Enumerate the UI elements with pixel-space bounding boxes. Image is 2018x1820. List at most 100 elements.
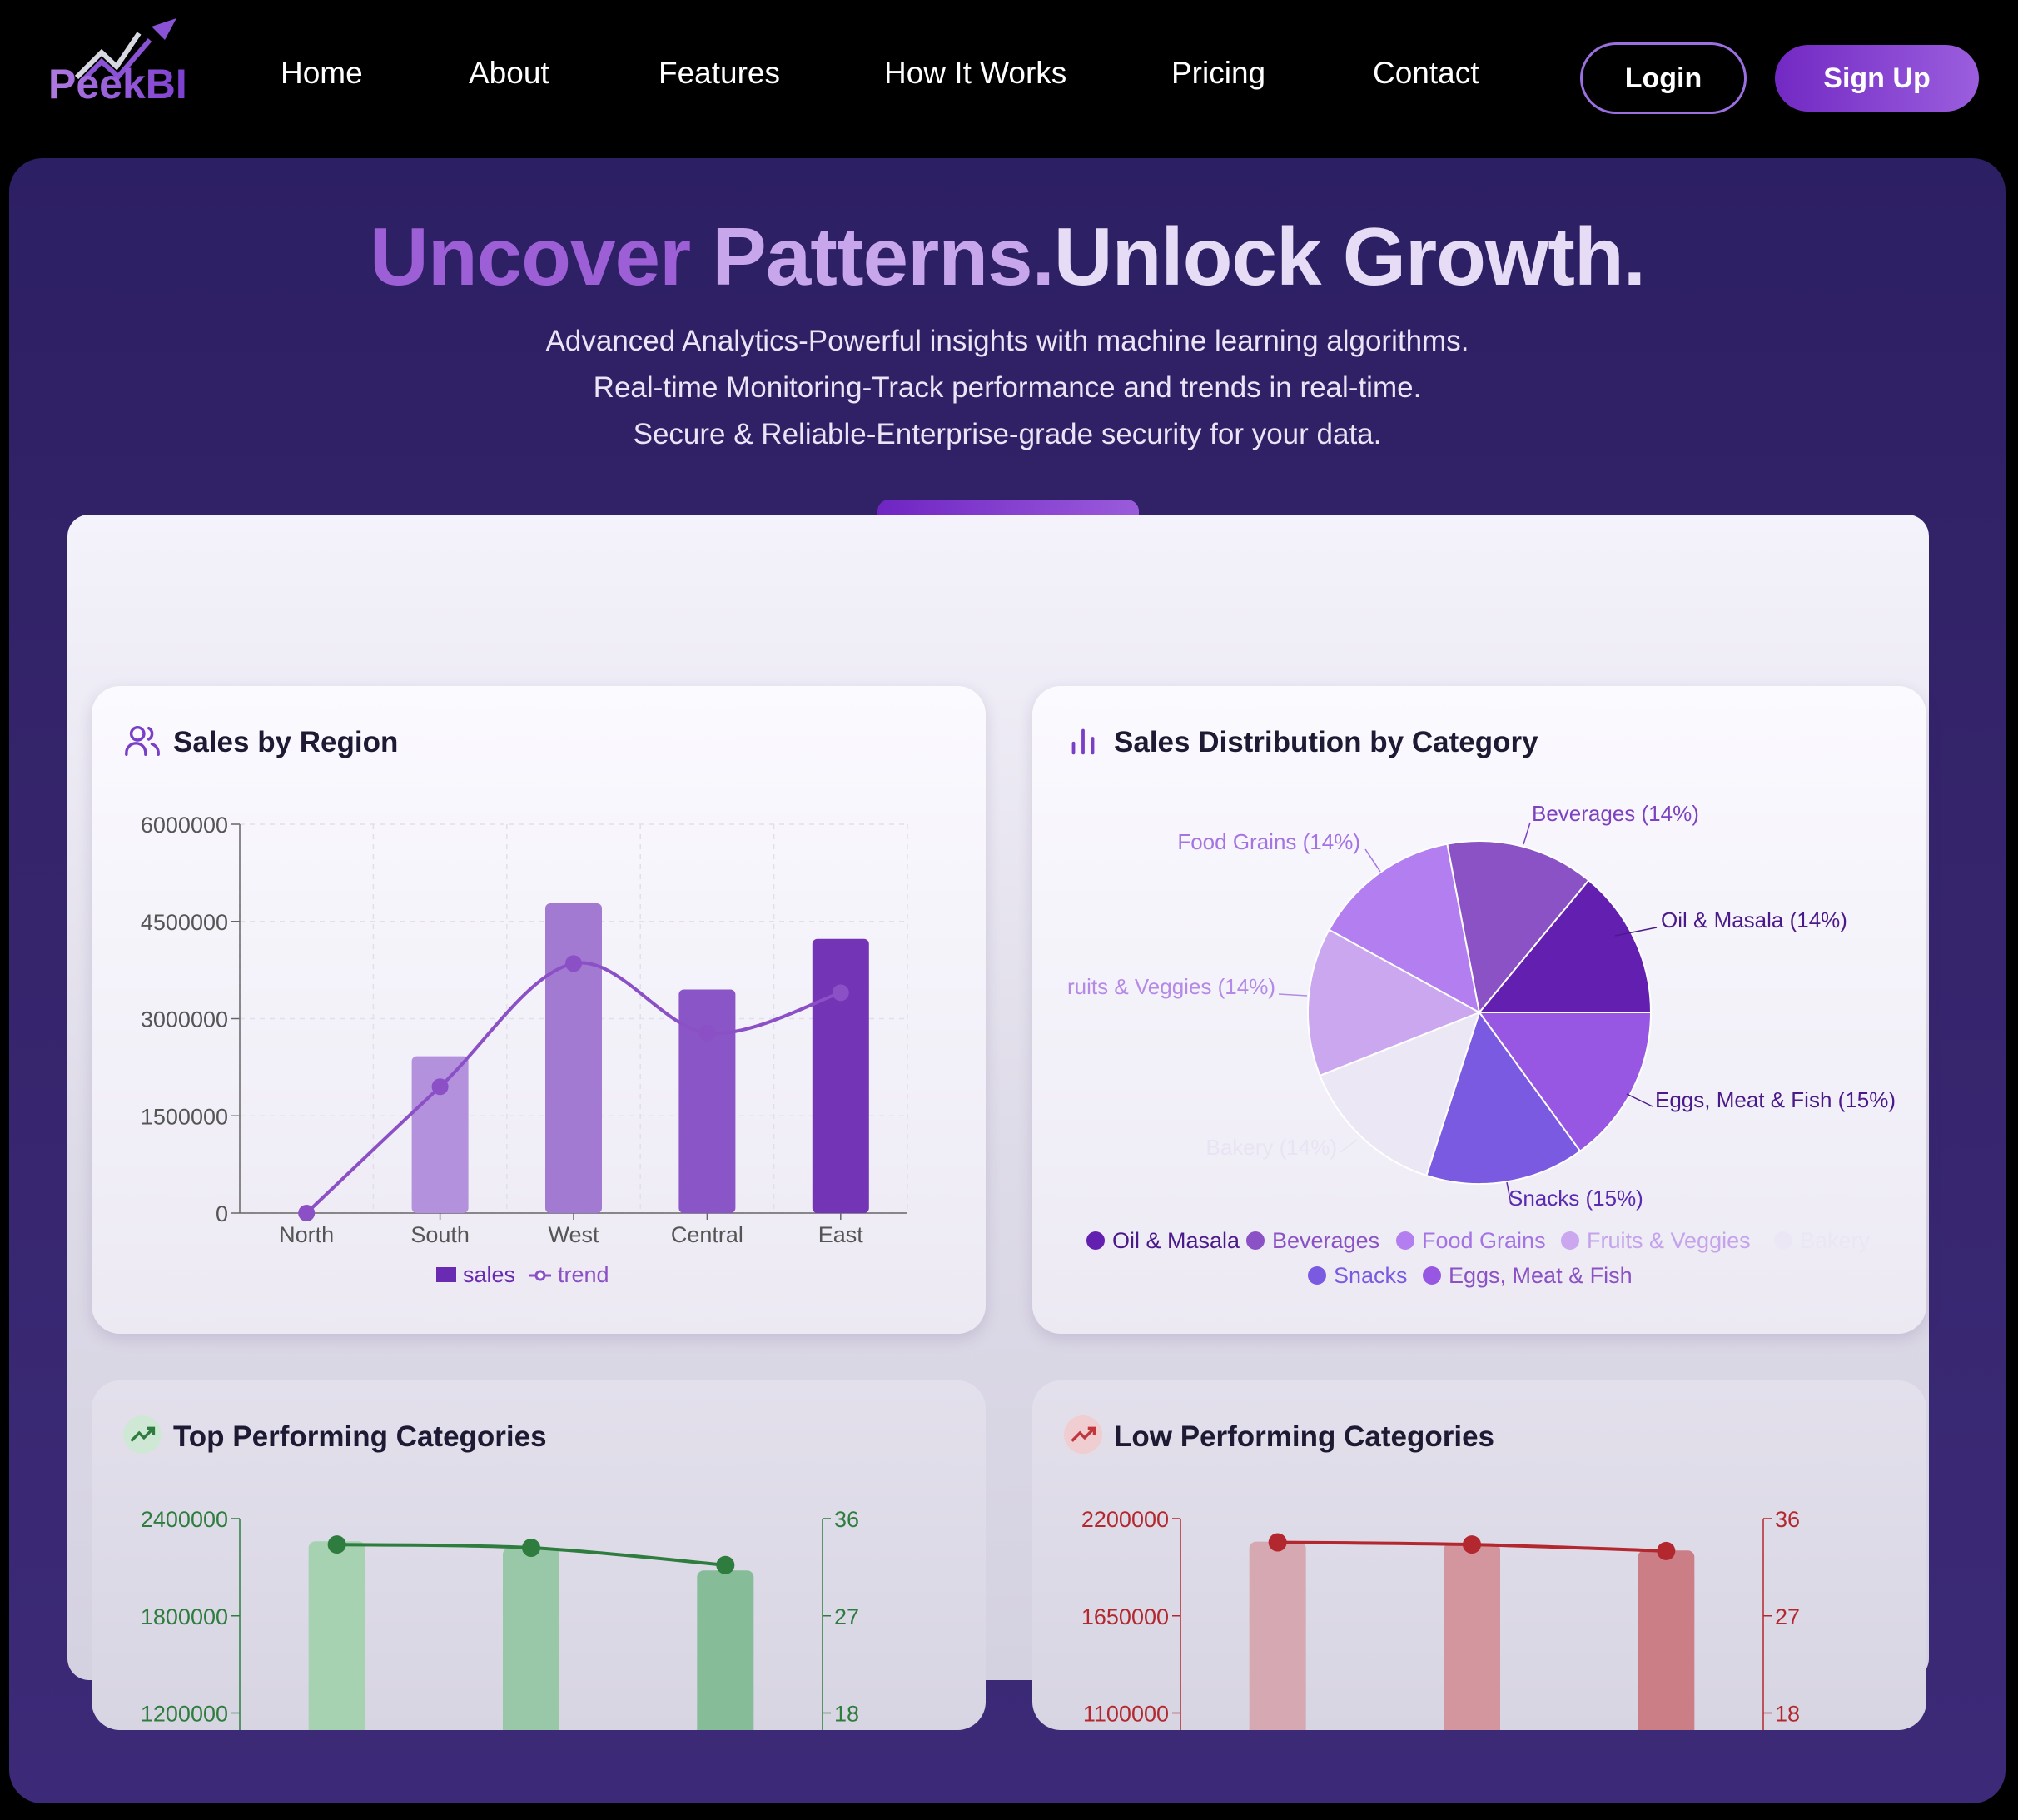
legend-label: Oil & Masala: [1112, 1228, 1240, 1253]
y-tick-label: 4500000: [141, 910, 228, 935]
y-tick-label-left: 2200000: [1081, 1507, 1169, 1532]
nav-link-contact[interactable]: Contact: [1373, 56, 1479, 90]
card-sales-by-region: Sales by Region 0 1500000 3000000 4500000 60…: [92, 686, 986, 1334]
card-top-performing: Top Performing Categories 1200000 1800000…: [92, 1380, 986, 1730]
legend-label: Fruits & Veggies: [1587, 1228, 1751, 1253]
bar-west: [545, 903, 602, 1213]
nav-link-about[interactable]: About: [469, 56, 549, 90]
pie-outer-label: Oil & Masala (14%): [1661, 908, 1847, 932]
nav-link-home[interactable]: Home: [281, 56, 363, 90]
peekbi-logo[interactable]: PeekBI: [43, 15, 189, 107]
trend-point: [698, 1024, 716, 1042]
trend-point: [565, 955, 582, 972]
legend-label: Beverages: [1272, 1228, 1379, 1253]
legend-label-sales: sales: [463, 1262, 515, 1287]
pie-outer-label: Eggs, Meat & Fish (15%): [1655, 1087, 1896, 1112]
category-bar: [1444, 1543, 1500, 1730]
headline-part-growth: Unlock Growth.: [1053, 211, 1646, 302]
headline-part-uncover: Uncover: [370, 211, 713, 302]
legend-dot: [1561, 1231, 1579, 1250]
nav-link-how-it-works[interactable]: How It Works: [884, 56, 1067, 90]
y-tick-label-left: 1100000: [1083, 1702, 1169, 1727]
hero-feature-security: Secure & Reliable-Enterprise-grade secur…: [633, 418, 1382, 450]
x-tick-label: East: [818, 1222, 864, 1247]
card-title: Low Performing Categories: [1114, 1420, 1495, 1453]
nav-links: Home About Features How It Works Pricing…: [0, 0, 2018, 158]
y-tick-label: 3000000: [141, 1007, 228, 1032]
card-low-performing: Low Performing Categories 1100000 1650000…: [1032, 1380, 1926, 1730]
nav-link-pricing[interactable]: Pricing: [1171, 56, 1266, 90]
pie-label-leader: [1523, 822, 1531, 845]
top-navigation: PeekBI Home About Features How It Works …: [0, 0, 2018, 158]
y-tick-label-left: 1800000: [141, 1604, 228, 1629]
pie-slice-beverages: [1446, 840, 1590, 1015]
legend-label: Snacks: [1334, 1263, 1408, 1288]
pie-label-leader: [1278, 993, 1308, 997]
hero-feature-analytics: Advanced Analytics-Powerful insights wit…: [545, 325, 1469, 357]
y-tick-label-right: 27: [1775, 1604, 1800, 1629]
legend-dot: [1308, 1266, 1326, 1285]
legend-dot: [1086, 1231, 1105, 1250]
pie-slice-snacks: [1425, 1010, 1582, 1185]
y-tick-label: 0: [216, 1201, 228, 1226]
x-tick-label: North: [279, 1222, 334, 1247]
y-tick-label: 6000000: [141, 813, 228, 838]
legend-label: Eggs, Meat & Fish: [1449, 1263, 1633, 1288]
trending-up-icon: [123, 1415, 162, 1454]
legend-dot: [1246, 1231, 1265, 1250]
pie-slice-oil-masala: [1477, 878, 1653, 1013]
y-tick-label-right: 36: [834, 1507, 859, 1532]
bar-central: [678, 989, 736, 1213]
category-bar: [1638, 1550, 1695, 1730]
y-tick-label-right: 18: [1775, 1702, 1800, 1727]
trend-point: [1657, 1541, 1676, 1560]
signup-button[interactable]: Sign Up: [1775, 45, 1979, 112]
pie-outer-label: Food Grains (14%): [1177, 829, 1360, 854]
trend-point: [1268, 1533, 1287, 1552]
y-tick-label-right: 36: [1775, 1507, 1800, 1532]
trending-down-icon: [1064, 1415, 1102, 1454]
trend-point: [327, 1535, 346, 1554]
trend-point: [522, 1539, 540, 1558]
legend-label-trend: trend: [558, 1262, 609, 1287]
y-tick-label: 1500000: [141, 1104, 228, 1129]
nav-link-features[interactable]: Features: [659, 56, 781, 90]
pie-outer-label: Snacks (15%): [1509, 1186, 1643, 1211]
pie-label-leader: [1340, 1139, 1358, 1153]
card-sales-distribution: Sales Distribution by Category Oil & Mas…: [1032, 686, 1926, 1334]
legend-dot: [1396, 1231, 1414, 1250]
y-tick-label-left: 1200000: [141, 1702, 228, 1727]
y-tick-label-left: 2400000: [141, 1507, 228, 1532]
sales-distribution-pie-chart: Oil & Masala (14%) Eggs, Meat & Fish (15%…: [1067, 801, 1896, 1288]
hero-headline: Uncover Patterns.Unlock Growth.: [9, 210, 2006, 304]
logo-text: PeekBI: [48, 61, 187, 107]
legend-swatch-trend-dot: [534, 1270, 546, 1281]
login-button[interactable]: Login: [1580, 42, 1747, 114]
pie-slice-food-grains: [1328, 843, 1481, 1014]
pie-label-leader: [1506, 1181, 1512, 1205]
bar-east: [812, 938, 869, 1213]
x-tick-label: South: [410, 1222, 470, 1247]
headline-part-patterns: Patterns.: [712, 211, 1054, 302]
pie-label-leader: [1364, 848, 1381, 873]
legend-dot: [1423, 1266, 1441, 1285]
category-bar: [697, 1570, 754, 1730]
card-title: Top Performing Categories: [173, 1420, 547, 1453]
pie-outer-label: Beverages (14%): [1532, 801, 1699, 826]
trend-point: [716, 1555, 735, 1574]
legend-swatch-sales: [436, 1267, 456, 1282]
y-tick-label-left: 1650000: [1081, 1604, 1169, 1629]
x-tick-label: West: [548, 1222, 599, 1247]
y-tick-label-right: 18: [834, 1702, 859, 1727]
sales-by-region-chart: 0 1500000 3000000 4500000 6000000 North South W…: [141, 813, 908, 1287]
hero-feature-monitoring: Real-time Monitoring-Track performance a…: [593, 371, 1422, 404]
bar-south: [411, 1056, 469, 1213]
top-performing-chart: 1200000 1800000 2400000 18 27 36: [141, 1507, 859, 1730]
pie-slice-bakery: [1319, 1011, 1481, 1177]
card-title: Sales Distribution by Category: [1114, 726, 1538, 758]
pie-slice-fruits-veggies: [1307, 928, 1482, 1077]
trend-point: [431, 1078, 449, 1096]
pie-label-leader: [1626, 1093, 1653, 1107]
category-bar: [1249, 1541, 1306, 1730]
trend-point: [1463, 1535, 1481, 1554]
